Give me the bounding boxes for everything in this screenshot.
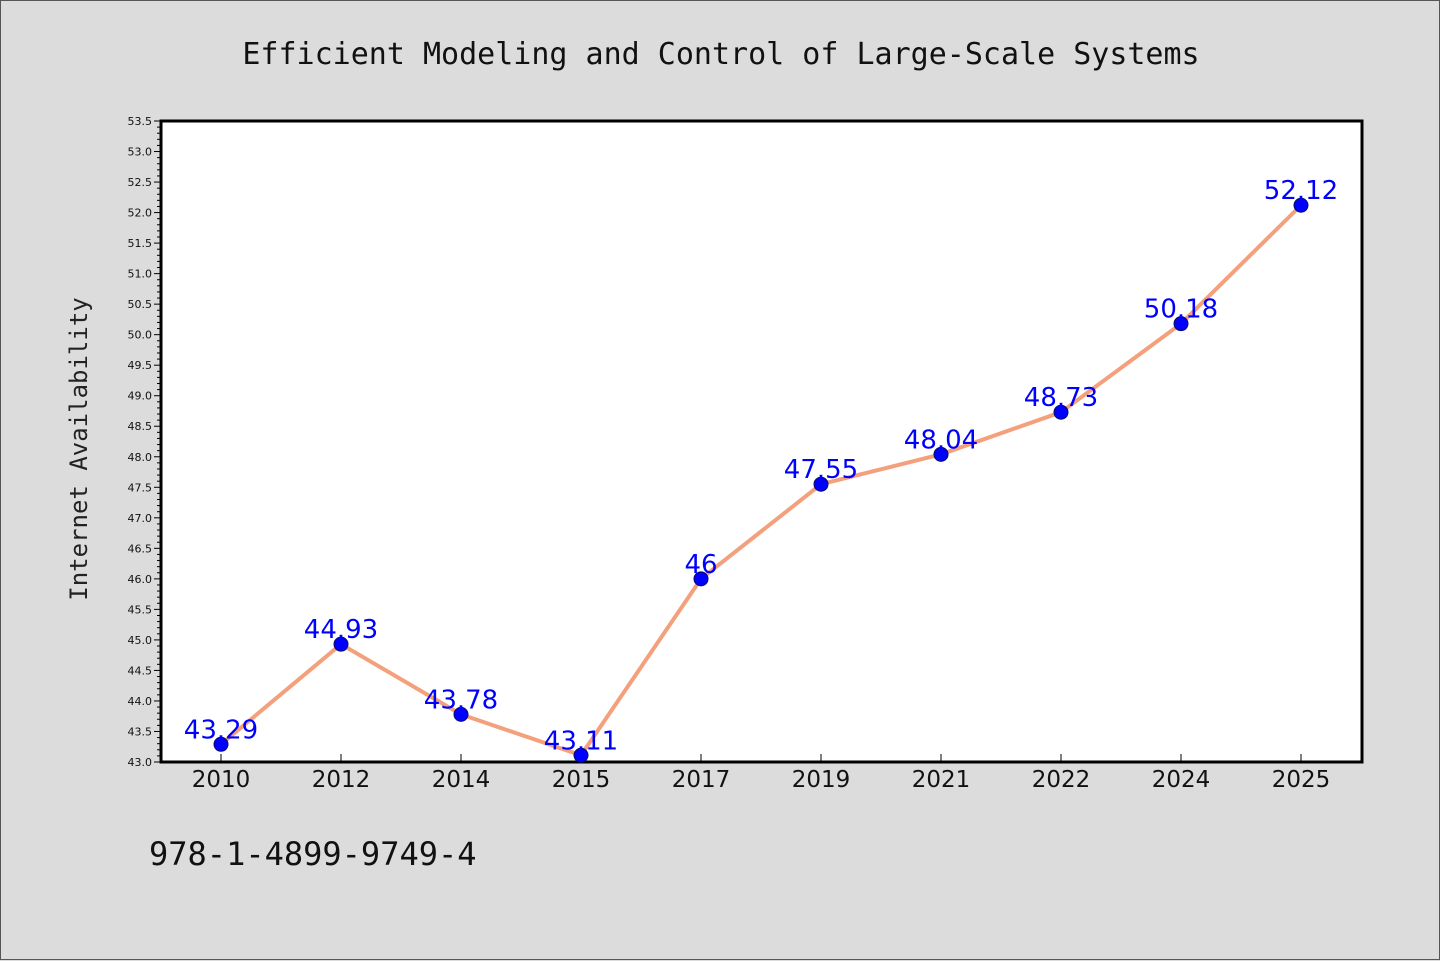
y-tick-label: 53.0 — [128, 146, 153, 159]
data-point — [573, 747, 589, 763]
data-point — [693, 571, 709, 587]
y-tick-label: 45.0 — [128, 634, 153, 647]
y-tick-label: 47.0 — [128, 512, 153, 525]
y-tick-label: 46.5 — [128, 542, 153, 555]
y-tick-label: 50.0 — [128, 329, 153, 342]
x-tick-label: 2021 — [912, 767, 971, 793]
x-tick-label: 2017 — [672, 767, 731, 793]
isbn-footnote: 978-1-4899-9749-4 — [149, 835, 477, 873]
x-tick-label: 2014 — [432, 767, 491, 793]
chart-title: Efficient Modeling and Control of Large-… — [242, 37, 1199, 72]
y-tick-label: 44.5 — [128, 664, 153, 677]
data-label: 46 — [684, 550, 717, 580]
data-point — [333, 636, 349, 652]
y-tick-label: 44.0 — [128, 695, 153, 708]
data-label: 43.78 — [424, 685, 498, 715]
x-tick-label: 2025 — [1272, 767, 1331, 793]
data-label: 43.11 — [544, 726, 618, 756]
y-tick-label: 48.0 — [128, 451, 153, 464]
x-axis-ticks: 2010 2012 2014 2015 2017 2019 2021 2022 2024 2025 — [192, 754, 1331, 793]
y-tick-label: 53.5 — [128, 115, 153, 128]
x-tick-label: 2024 — [1152, 767, 1211, 793]
y-tick-label: 51.5 — [128, 237, 153, 250]
data-label: 48.73 — [1024, 383, 1098, 413]
y-tick-label: 48.5 — [128, 420, 153, 433]
data-point — [813, 476, 829, 492]
data-point — [453, 706, 469, 722]
data-points — [213, 197, 1309, 763]
data-label: 44.93 — [304, 615, 378, 645]
data-point — [933, 446, 949, 462]
y-tick-label: 50.5 — [128, 298, 153, 311]
data-label: 48.04 — [904, 425, 978, 455]
data-label: 47.55 — [784, 455, 858, 485]
x-tick-label: 2012 — [312, 767, 371, 793]
y-tick-label: 52.5 — [128, 176, 153, 189]
series-line — [219, 203, 1303, 758]
y-axis-ticks: 43.0 43.5 44.0 44.5 45.0 45.5 46.0 46.5 47.0 47.5… — [128, 115, 161, 769]
data-point — [213, 736, 229, 752]
x-tick-label: 2015 — [552, 767, 611, 793]
y-tick-label: 47.5 — [128, 481, 153, 494]
y-tick-label: 43.0 — [128, 756, 153, 769]
y-tick-label: 52.0 — [128, 207, 153, 220]
series-line-group — [219, 203, 1303, 758]
plot-area — [159, 119, 1364, 764]
data-label: 52.12 — [1264, 176, 1338, 206]
y-tick-label: 45.5 — [128, 603, 153, 616]
data-label: 50.18 — [1144, 295, 1218, 325]
y-axis-label: Internet Availability — [65, 297, 93, 600]
y-tick-label: 51.0 — [128, 268, 153, 281]
x-tick-label: 2019 — [792, 767, 851, 793]
y-tick-label: 49.0 — [128, 390, 153, 403]
data-point — [1173, 316, 1189, 332]
data-point — [1293, 197, 1309, 213]
y-tick-label: 46.0 — [128, 573, 153, 586]
y-tick-label: 43.5 — [128, 725, 153, 738]
x-tick-label: 2010 — [192, 767, 251, 793]
data-point — [1053, 404, 1069, 420]
x-tick-label: 2022 — [1032, 767, 1091, 793]
y-tick-label: 49.5 — [128, 359, 153, 372]
data-labels: 43.29 44.93 43.78 43.11 46 47.55 48.04 48.73 50.… — [184, 176, 1338, 756]
data-label: 43.29 — [184, 715, 258, 745]
